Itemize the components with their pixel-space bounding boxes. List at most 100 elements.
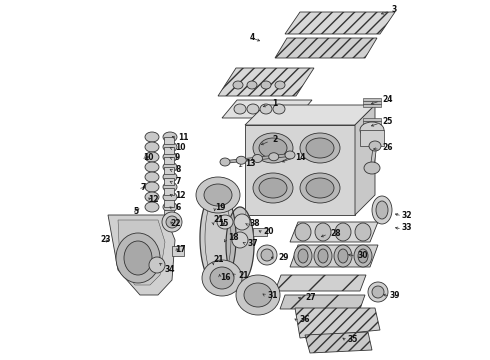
Ellipse shape xyxy=(376,201,388,219)
Text: 2: 2 xyxy=(272,135,277,144)
Ellipse shape xyxy=(273,104,285,114)
Ellipse shape xyxy=(294,245,312,267)
Ellipse shape xyxy=(163,162,177,172)
Ellipse shape xyxy=(232,232,248,248)
Ellipse shape xyxy=(318,249,328,263)
Polygon shape xyxy=(245,105,375,125)
Polygon shape xyxy=(275,38,377,58)
Ellipse shape xyxy=(163,132,177,142)
Ellipse shape xyxy=(306,178,334,198)
Polygon shape xyxy=(305,332,372,353)
Text: 6: 6 xyxy=(175,203,180,212)
Text: 29: 29 xyxy=(278,253,289,262)
Ellipse shape xyxy=(244,283,272,307)
Bar xyxy=(164,200,174,207)
Text: 22: 22 xyxy=(170,219,180,228)
Ellipse shape xyxy=(236,275,280,315)
Text: 19: 19 xyxy=(215,202,225,211)
Text: 15: 15 xyxy=(218,220,228,229)
Text: 8: 8 xyxy=(175,166,180,175)
Ellipse shape xyxy=(124,241,152,275)
Ellipse shape xyxy=(145,172,159,182)
Ellipse shape xyxy=(259,178,287,198)
Text: 21: 21 xyxy=(213,256,223,265)
Ellipse shape xyxy=(163,192,177,202)
Polygon shape xyxy=(222,100,312,118)
Ellipse shape xyxy=(163,142,177,152)
Polygon shape xyxy=(108,215,175,295)
Ellipse shape xyxy=(368,282,388,302)
Bar xyxy=(164,137,174,144)
Ellipse shape xyxy=(358,249,368,263)
Polygon shape xyxy=(295,308,380,338)
Text: 25: 25 xyxy=(382,117,392,126)
Ellipse shape xyxy=(145,152,159,162)
Bar xyxy=(363,118,381,121)
Ellipse shape xyxy=(269,153,279,161)
Ellipse shape xyxy=(149,257,165,273)
Ellipse shape xyxy=(257,245,277,265)
Text: 13: 13 xyxy=(245,158,255,167)
Text: 36: 36 xyxy=(300,315,311,324)
Text: 11: 11 xyxy=(178,132,189,141)
Ellipse shape xyxy=(210,267,234,289)
Text: 39: 39 xyxy=(390,291,400,300)
Polygon shape xyxy=(245,125,355,215)
Ellipse shape xyxy=(145,162,159,172)
Text: 34: 34 xyxy=(165,266,175,274)
Ellipse shape xyxy=(166,216,178,228)
Ellipse shape xyxy=(338,249,348,263)
Ellipse shape xyxy=(315,223,331,241)
Text: 37: 37 xyxy=(248,238,259,248)
Ellipse shape xyxy=(220,158,230,166)
Ellipse shape xyxy=(234,104,246,114)
Ellipse shape xyxy=(217,215,233,229)
Text: 31: 31 xyxy=(268,291,278,300)
Text: 20: 20 xyxy=(263,228,273,237)
Bar xyxy=(363,98,381,100)
Ellipse shape xyxy=(163,182,177,192)
Bar xyxy=(164,147,174,154)
Text: 14: 14 xyxy=(295,153,305,162)
Text: 12: 12 xyxy=(148,194,158,203)
Text: 38: 38 xyxy=(250,220,261,229)
Text: 7: 7 xyxy=(175,177,180,186)
Text: 18: 18 xyxy=(228,234,239,243)
Ellipse shape xyxy=(261,249,273,261)
Ellipse shape xyxy=(202,260,242,296)
Ellipse shape xyxy=(300,173,340,203)
Ellipse shape xyxy=(116,233,160,283)
Text: 26: 26 xyxy=(382,144,392,153)
Ellipse shape xyxy=(196,177,240,213)
Text: 30: 30 xyxy=(358,251,368,260)
Ellipse shape xyxy=(252,154,263,162)
Text: 33: 33 xyxy=(402,224,413,233)
Text: 21: 21 xyxy=(213,216,223,225)
Ellipse shape xyxy=(300,133,340,163)
Text: 10: 10 xyxy=(175,144,186,153)
Polygon shape xyxy=(355,105,375,215)
Polygon shape xyxy=(280,295,365,309)
Bar xyxy=(164,167,174,174)
Ellipse shape xyxy=(334,245,352,267)
Text: 27: 27 xyxy=(305,293,316,302)
Ellipse shape xyxy=(360,122,384,138)
Ellipse shape xyxy=(369,141,381,151)
Ellipse shape xyxy=(261,81,271,89)
Ellipse shape xyxy=(162,212,182,232)
Text: 24: 24 xyxy=(382,95,392,104)
Ellipse shape xyxy=(306,138,334,158)
Bar xyxy=(363,104,381,107)
Ellipse shape xyxy=(247,81,257,89)
Bar xyxy=(363,124,381,126)
Bar xyxy=(164,210,174,217)
Ellipse shape xyxy=(314,245,332,267)
Text: 23: 23 xyxy=(100,235,111,244)
Bar xyxy=(363,101,381,104)
Text: 17: 17 xyxy=(175,246,186,255)
Ellipse shape xyxy=(253,133,293,163)
Text: 28: 28 xyxy=(330,229,341,238)
Bar xyxy=(164,188,174,195)
Text: 12: 12 xyxy=(175,190,186,199)
Bar xyxy=(360,130,384,146)
